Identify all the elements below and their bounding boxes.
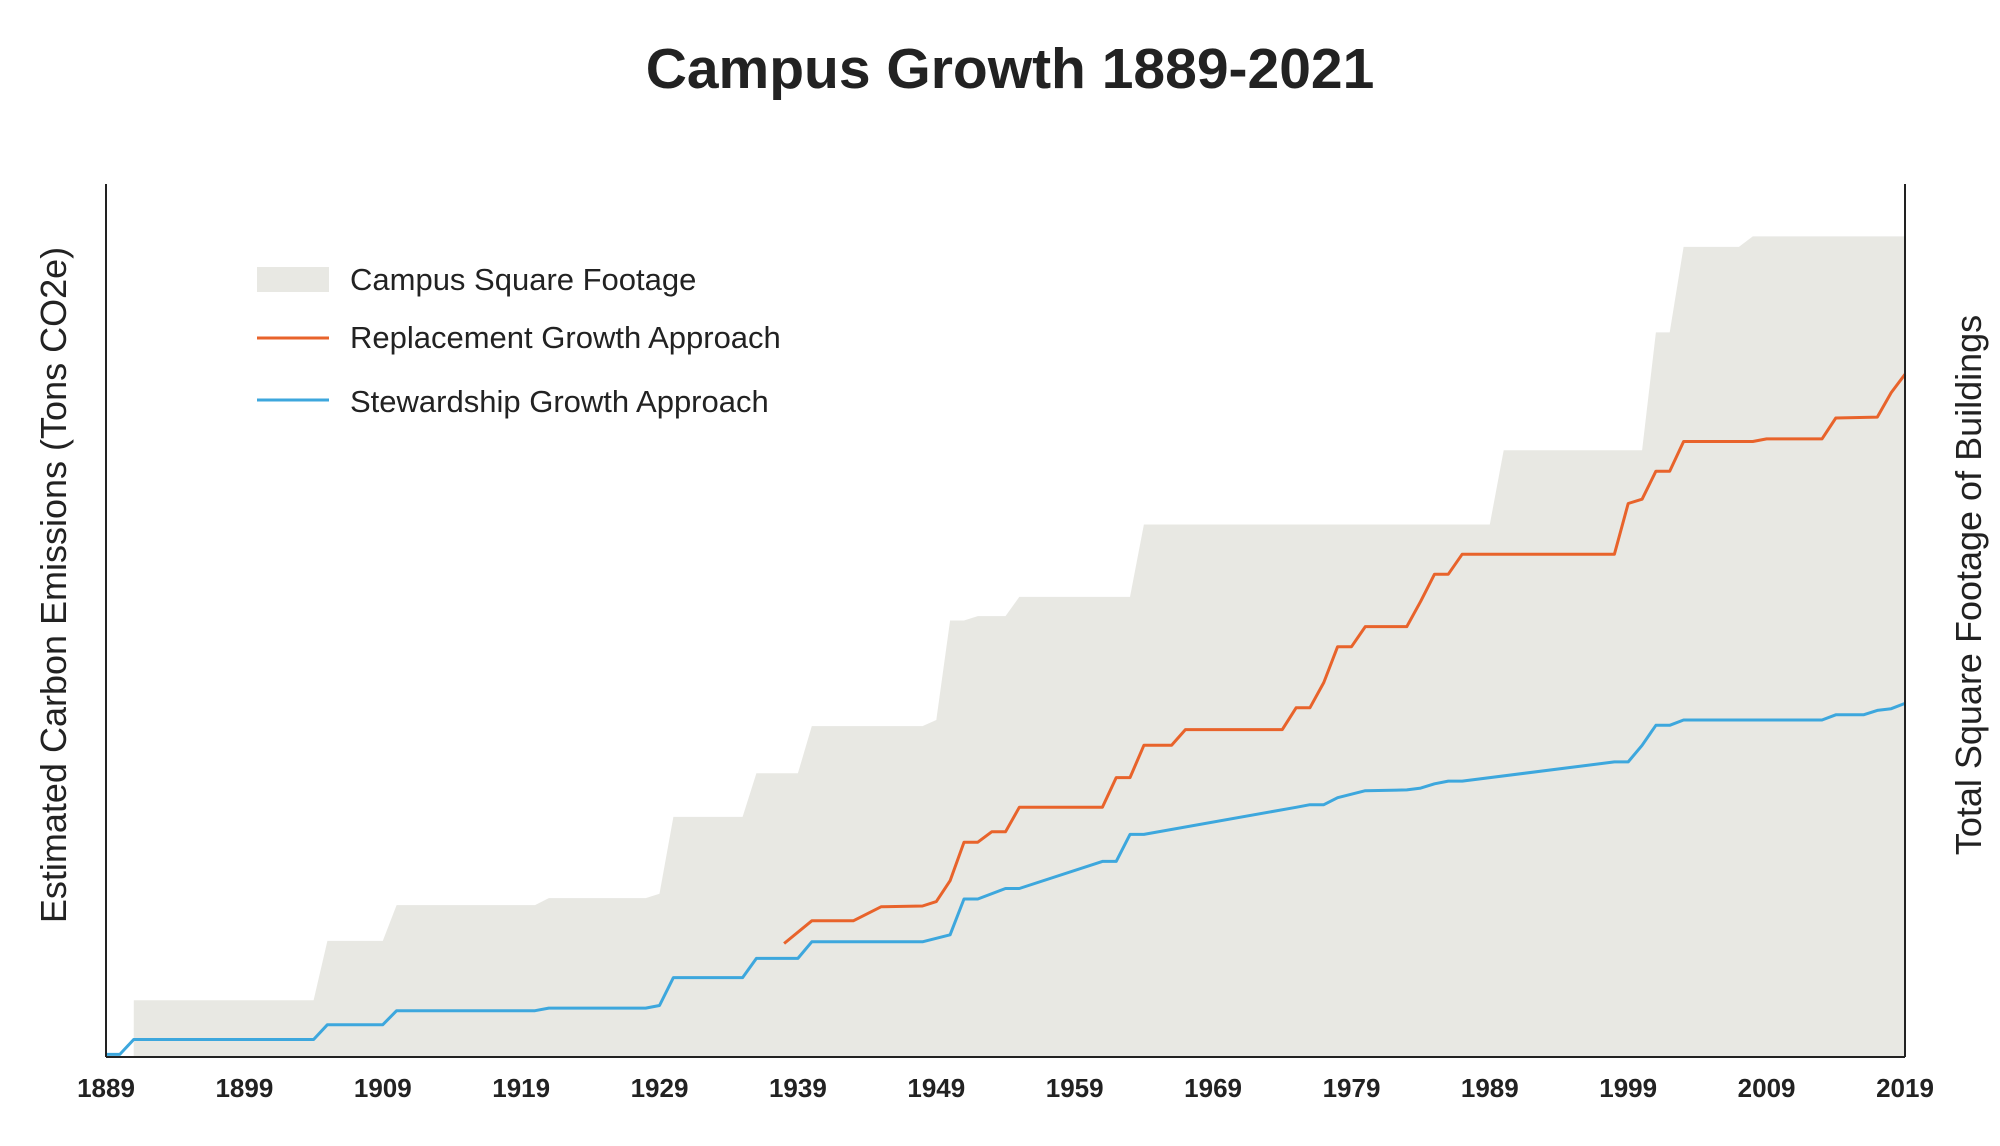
x-tick-label: 2009 [1738, 1073, 1796, 1103]
plot-area [106, 236, 1907, 1057]
x-tick-label: 1889 [77, 1073, 135, 1103]
chart-title: Campus Growth 1889-2021 [646, 37, 1375, 101]
legend: Campus Square Footage Replacement Growth… [257, 262, 781, 419]
x-tick-label: 1989 [1461, 1073, 1519, 1103]
legend-label-campus-square-footage: Campus Square Footage [350, 262, 696, 297]
area-campus-square-footage [106, 236, 1905, 1057]
legend-label-stewardship-growth: Stewardship Growth Approach [350, 384, 769, 419]
line-stewardship-growth [106, 701, 1906, 1056]
left-axis-title: Estimated Carbon Emissions (Tons CO2e) [33, 247, 74, 923]
x-tick-label: 1969 [1184, 1073, 1242, 1103]
x-tick-label: 1899 [215, 1073, 273, 1103]
x-tick-label: 1979 [1323, 1073, 1381, 1103]
right-axis-title: Total Square Footage of Buildings [1948, 315, 1989, 855]
x-axis-ticks: 1889 1899 1909 1919 1929 1939 1949 1959 1969 1979… [77, 1073, 1934, 1103]
legend-swatch-campus-square-footage [257, 267, 329, 292]
x-tick-label: 1959 [1046, 1073, 1104, 1103]
legend-label-replacement-growth: Replacement Growth Approach [350, 320, 781, 355]
x-tick-label: 1939 [769, 1073, 827, 1103]
x-tick-label: 1949 [907, 1073, 965, 1103]
x-tick-label: 1919 [492, 1073, 550, 1103]
line-replacement-growth [783, 373, 1907, 945]
x-tick-label: 2019 [1876, 1073, 1934, 1103]
x-tick-label: 1929 [631, 1073, 689, 1103]
x-tick-label: 1909 [354, 1073, 412, 1103]
x-tick-label: 1999 [1599, 1073, 1657, 1103]
